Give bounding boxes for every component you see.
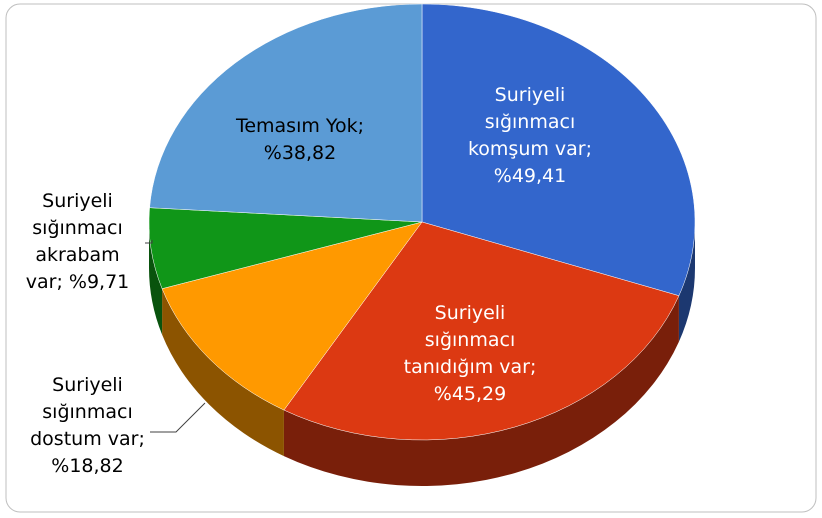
pie-slice-side (678, 222, 695, 342)
pie-slice (283, 221, 680, 441)
leader-line (150, 402, 206, 433)
pie-slice (161, 221, 423, 411)
data-label-box: Suriyeli sığınmacı tanıdığım var; %45,29 (403, 302, 537, 405)
pie-slice (421, 3, 696, 297)
leader-line (145, 240, 153, 244)
data-label-box: Suriyeli sığınmacı dostum var; %18,82 (30, 374, 145, 477)
pie-slice-side (149, 222, 163, 335)
data-label-box: Suriyeli sığınmacı akrabam var; %9,71 (25, 190, 130, 293)
data-label: Suriyeli sığınmacı akrabam var; %9,71 (25, 190, 130, 293)
data-label-box: Temasım Yok; %38,82 (235, 115, 365, 164)
data-label: Suriyeli sığınmacı tanıdığım var; %45,29 (403, 302, 537, 405)
data-label: Suriyeli sığınmacı dostum var; %18,82 (30, 374, 145, 477)
data-label-box: Suriyeli sığınmacı komşum var; %49,41 (467, 84, 593, 187)
pie-slice-side (162, 288, 284, 457)
data-label: Suriyeli sığınmacı komşum var; %49,41 (467, 84, 593, 187)
pie-slice-side (283, 295, 679, 486)
pie-slice (149, 3, 423, 223)
data-label: Temasım Yok; %38,82 (235, 115, 365, 164)
